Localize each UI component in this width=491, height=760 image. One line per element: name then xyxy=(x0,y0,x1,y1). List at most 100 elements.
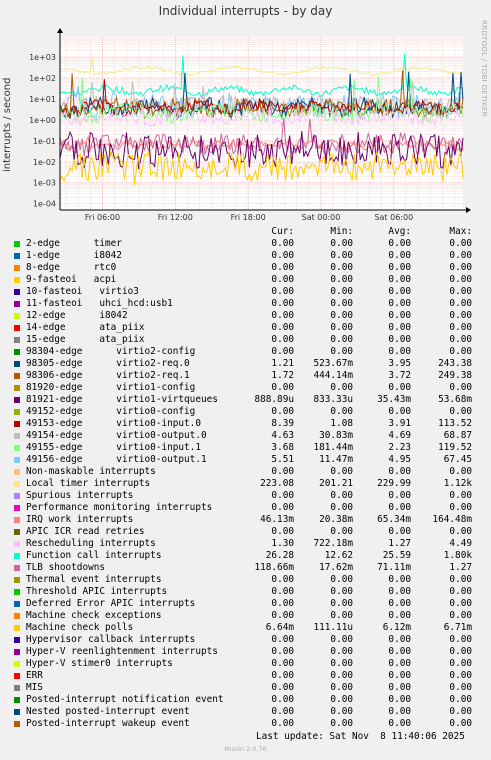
legend-min: 0.00 xyxy=(330,586,353,597)
legend-avg: 0.00 xyxy=(388,382,411,393)
legend-max: 0.00 xyxy=(449,682,472,693)
legend-min: 0.00 xyxy=(330,682,353,693)
legend-max: 0.00 xyxy=(449,286,472,297)
legend-min: 20.38m xyxy=(319,514,353,525)
legend-label: Deferred Error APIC interrupts xyxy=(26,598,196,609)
y-tick-label: 1e+03 xyxy=(29,53,56,62)
legend-min: 0.00 xyxy=(330,406,353,417)
legend-min: 0.00 xyxy=(330,238,353,249)
legend-row: 98305-edge virtio2-req.0 1.21 523.67m 3.95 2… xyxy=(12,358,482,370)
legend-avg: 0.00 xyxy=(388,334,411,345)
legend-min: 444.14m xyxy=(313,370,353,381)
legend-max: 0.00 xyxy=(449,382,472,393)
legend-row: APIC ICR read retries 0.00 0.00 0.00 0.00 xyxy=(12,526,482,538)
legend-avg: 0.00 xyxy=(388,298,411,309)
legend-avg: 0.00 xyxy=(388,490,411,501)
legend-cur: 1.21 xyxy=(271,358,294,369)
legend-avg: 0.00 xyxy=(388,694,411,705)
legend-max: 0.00 xyxy=(449,670,472,681)
legend-label: Local timer interrupts xyxy=(26,478,151,489)
legend-label: 11-fasteoi uhci_hcd:usb1 xyxy=(26,298,173,309)
x-tick-label: Fri 06:00 xyxy=(85,213,120,222)
col-min: Min: xyxy=(330,226,353,237)
legend-header: Cur: Min: Avg: Max: xyxy=(12,226,482,238)
legend-max: 0.00 xyxy=(449,634,472,645)
legend-row: 49156-edge virtio0-output.1 5.51 11.47m 4.9… xyxy=(12,454,482,466)
legend-min: 0.00 xyxy=(330,526,353,537)
legend-min: 1.08 xyxy=(330,418,353,429)
legend-min: 0.00 xyxy=(330,658,353,669)
legend-min: 201.21 xyxy=(319,478,353,489)
legend-cur: 118.66m xyxy=(254,562,294,573)
legend-avg: 0.00 xyxy=(388,286,411,297)
legend-cur: 0.00 xyxy=(271,382,294,393)
rrdtool-credit: RRDTOOL / TOBI OETIKER xyxy=(480,20,488,117)
col-max: Max: xyxy=(449,226,472,237)
legend-label: Machine check polls xyxy=(26,622,134,633)
legend-cur: 6.64m xyxy=(265,622,294,633)
legend-swatch xyxy=(14,241,20,247)
legend-swatch xyxy=(14,601,20,607)
legend-label: 12-edge i8042 xyxy=(26,310,128,321)
legend-min: 0.00 xyxy=(330,598,353,609)
legend-min: 0.00 xyxy=(330,466,353,477)
legend-cur: 0.00 xyxy=(271,310,294,321)
legend-max: 243.38 xyxy=(438,358,472,369)
legend-row: 1-edge i8042 0.00 0.00 0.00 0.00 xyxy=(12,250,482,262)
series-line xyxy=(59,106,464,128)
legend-cur: 0.00 xyxy=(271,298,294,309)
legend-label: IRQ work interrupts xyxy=(26,514,134,525)
legend-cur: 1.30 xyxy=(271,538,294,549)
legend-min: 0.00 xyxy=(330,670,353,681)
legend-label: 49153-edge virtio0-input.0 xyxy=(26,418,201,429)
legend-cur: 0.00 xyxy=(271,466,294,477)
legend-min: 722.18m xyxy=(313,538,353,549)
legend-row: 8-edge rtc0 0.00 0.00 0.00 0.00 xyxy=(12,262,482,274)
legend-min: 0.00 xyxy=(330,718,353,729)
last-update: Last update: Sat Nov 8 11:40:06 2025 xyxy=(256,731,465,742)
legend-cur: 3.68 xyxy=(271,442,294,453)
axes: 1e-04 1e-03 1e-02 1e-01 1e+00 1e+01 1e+02 1e+03… xyxy=(29,28,471,222)
legend-row: Thermal event interrupts 0.00 0.00 0.00 0.00 xyxy=(12,574,482,586)
legend-label: 2-edge timer xyxy=(26,238,122,249)
legend-row: 98306-edge virtio2-req.1 1.72 444.14m 3.72 2… xyxy=(12,370,482,382)
legend-row: Spurious interrupts 0.00 0.00 0.00 0.00 xyxy=(12,490,482,502)
legend-cur: 0.00 xyxy=(271,490,294,501)
legend-swatch xyxy=(14,541,20,547)
legend-min: 12.62 xyxy=(324,550,353,561)
legend-swatch xyxy=(14,409,20,415)
series-line xyxy=(59,58,464,76)
legend-label: Function call interrupts xyxy=(26,550,162,561)
legend-label: Hypervisor callback interrupts xyxy=(26,634,196,645)
legend-min: 0.00 xyxy=(330,646,353,657)
legend-avg: 0.00 xyxy=(388,646,411,657)
legend-cur: 46.13m xyxy=(260,514,294,525)
legend-cur: 888.89u xyxy=(254,394,294,405)
series-group xyxy=(59,53,464,186)
legend-label: Non-maskable interrupts xyxy=(26,466,156,477)
legend-swatch xyxy=(14,661,20,667)
legend-label: 49154-edge virtio0-output.0 xyxy=(26,430,207,441)
interrupts-chart: 1e-04 1e-03 1e-02 1e-01 1e+00 1e+01 1e+02 1e+03… xyxy=(29,28,471,222)
legend-max: 0.00 xyxy=(449,322,472,333)
legend-label: ERR xyxy=(26,670,43,681)
legend-avg: 0.00 xyxy=(388,658,411,669)
legend-max: 0.00 xyxy=(449,718,472,729)
legend-avg: 3.91 xyxy=(388,418,411,429)
y-tick-label: 1e+00 xyxy=(29,116,56,125)
x-tick-label: Fri 18:00 xyxy=(231,213,266,222)
legend-row: Hypervisor callback interrupts 0.00 0.00 0.… xyxy=(12,634,482,646)
legend-row: 81921-edge virtio1-virtqueues 888.89u 833.… xyxy=(12,394,482,406)
legend-avg: 35.43m xyxy=(377,394,411,405)
legend-label: APIC ICR read retries xyxy=(26,526,145,537)
legend-avg: 3.95 xyxy=(388,358,411,369)
legend-swatch xyxy=(14,253,20,259)
legend-swatch xyxy=(14,709,20,715)
legend-max: 0.00 xyxy=(449,502,472,513)
legend-max: 53.68m xyxy=(438,394,472,405)
legend-min: 111.11u xyxy=(313,622,353,633)
legend-swatch xyxy=(14,301,20,307)
legend-swatch xyxy=(14,385,20,391)
legend-cur: 5.51 xyxy=(271,454,294,465)
legend-cur: 8.39 xyxy=(271,418,294,429)
